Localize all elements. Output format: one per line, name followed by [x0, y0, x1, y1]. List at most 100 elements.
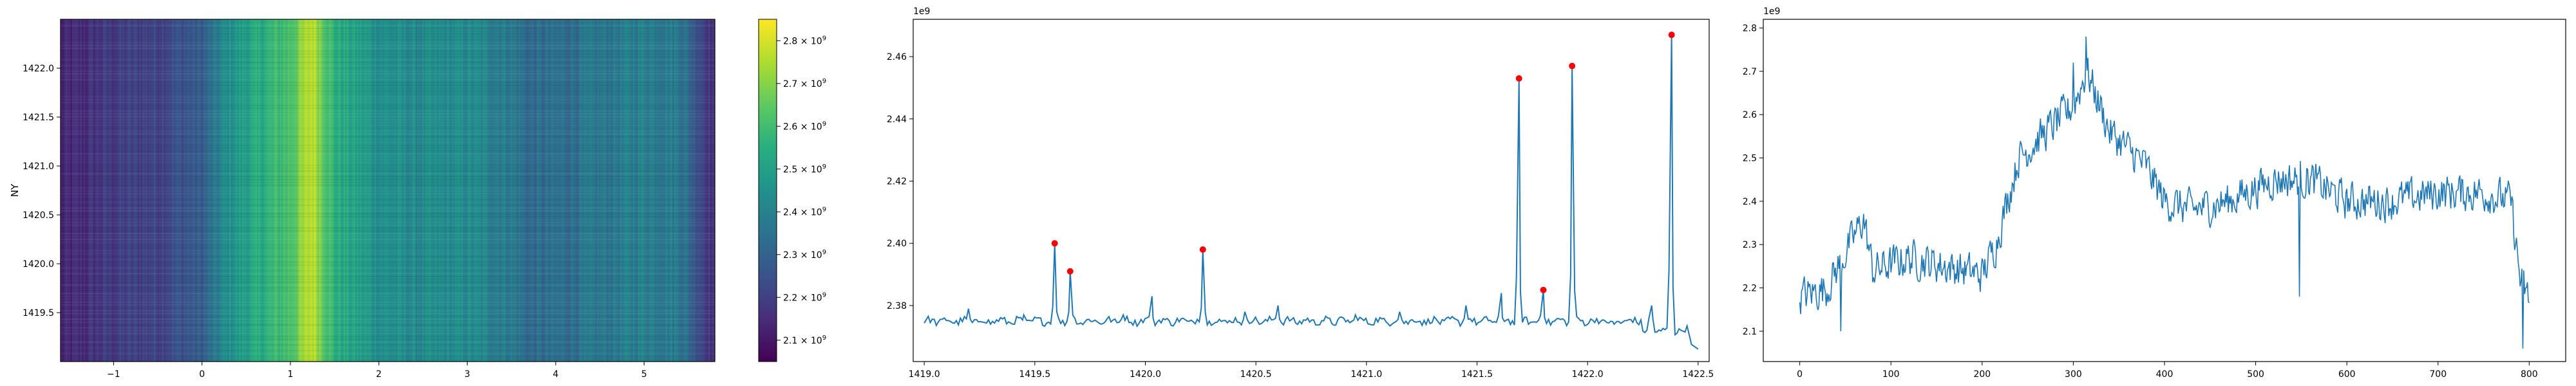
series-x-ticks: 0 100 200 300 400 500 600 700 800	[1797, 362, 2538, 380]
heatmap-column	[579, 19, 582, 362]
heatmap-column	[186, 19, 189, 362]
heatmap-column	[68, 19, 71, 362]
heatmap-column	[415, 19, 418, 362]
heatmap-column	[486, 19, 488, 362]
heatmap-column	[381, 19, 383, 362]
heatmap-column	[677, 19, 679, 362]
heatmap-column	[553, 19, 555, 362]
heatmap-column	[455, 19, 457, 362]
heatmap-column	[258, 19, 261, 362]
heatmap-row-stripe	[61, 110, 715, 112]
heatmap-column	[111, 19, 113, 362]
heatmap-row-stripe	[61, 358, 715, 360]
heatmap-row-stripe	[61, 199, 715, 200]
heatmap-row-stripe	[61, 336, 715, 337]
heatmap-column	[322, 19, 325, 362]
series-y-tick-label: 2.7	[1743, 67, 1757, 77]
heatmap-column	[628, 19, 630, 362]
heatmap-column	[402, 19, 404, 362]
heatmap-column	[392, 19, 395, 362]
heatmap-column	[150, 19, 153, 362]
heatmap-column	[407, 19, 410, 362]
heatmap-row-stripe	[61, 313, 715, 315]
series-y-tick-label: 2.8	[1743, 23, 1757, 33]
heatmap-row-stripes	[61, 22, 715, 360]
heatmap-column	[613, 19, 616, 362]
heatmap-column	[361, 19, 364, 362]
heatmap-row-stripe	[61, 230, 715, 232]
heatmap-row-stripe	[61, 73, 715, 75]
heatmap-column	[513, 19, 516, 362]
heatmap-column	[650, 19, 654, 362]
heatmap-column	[276, 19, 279, 362]
heatmap-row-stripe	[61, 281, 715, 283]
heatmap-column	[417, 19, 419, 362]
heatmap-row-stripe	[61, 196, 715, 198]
colorbar-tick-label: 2.6 × 109	[783, 120, 826, 132]
heatmap-column	[516, 19, 519, 362]
heatmap-column	[237, 19, 240, 362]
heatmap-column	[346, 19, 349, 362]
heatmap-column	[659, 19, 661, 362]
series-y-tick-label: 2.1	[1743, 327, 1757, 337]
heatmap-column	[510, 19, 513, 362]
heatmap-column	[582, 19, 585, 362]
heatmap-column	[350, 19, 352, 362]
heatmap-row-stripe	[61, 225, 715, 226]
heatmap-row-stripe	[61, 77, 715, 78]
heatmap-y-tick-label: 1421.5	[23, 113, 54, 123]
heatmap-column	[388, 19, 390, 362]
heatmap-row-stripe	[61, 170, 715, 172]
heatmap-x-tick-label: 5	[641, 369, 647, 380]
heatmap-column	[198, 19, 200, 362]
heatmap-column	[394, 19, 397, 362]
heatmap-column	[453, 19, 455, 362]
heatmap-column	[549, 19, 552, 362]
heatmap-column	[334, 19, 336, 362]
heatmap-column	[337, 19, 339, 362]
heatmap-column	[391, 19, 393, 362]
heatmap-column	[541, 19, 544, 362]
heatmap-column	[629, 19, 632, 362]
heatmap-column	[194, 19, 197, 362]
peaks-offset-label: 1e9	[913, 6, 930, 17]
heatmap-column	[328, 19, 331, 362]
heatmap-column	[625, 19, 627, 362]
heatmap-row-stripe	[61, 261, 715, 263]
heatmap-column	[213, 19, 215, 362]
heatmap-column	[713, 19, 715, 362]
heatmap-column	[71, 19, 74, 362]
peaks-x-tick-label: 1422.5	[1682, 369, 1714, 380]
heatmap-column	[592, 19, 594, 362]
heatmap-column	[522, 19, 524, 362]
heatmap-column	[368, 19, 370, 362]
heatmap-row-stripe	[61, 250, 715, 252]
heatmap-column	[544, 19, 547, 362]
heatmap-column	[309, 19, 312, 362]
heatmap-x-tick-label: 1	[288, 369, 294, 380]
heatmap-column	[665, 19, 668, 362]
heatmap-row-stripe	[61, 68, 715, 69]
heatmap-column	[680, 19, 683, 362]
series-y-tick-label: 2.5	[1743, 153, 1757, 163]
heatmap-column	[654, 19, 657, 362]
heatmap-column	[603, 19, 606, 362]
heatmap-column	[160, 19, 163, 362]
heatmap-column	[274, 19, 277, 362]
peak-marker	[1540, 286, 1547, 293]
heatmap-column	[314, 19, 316, 362]
heatmap-column	[698, 19, 701, 362]
heatmap-column	[425, 19, 428, 362]
heatmap-column	[247, 19, 249, 362]
peaks-y-ticks: 2.38 2.40 2.42 2.44 2.46	[887, 52, 913, 311]
heatmap-column	[708, 19, 710, 362]
heatmap-column	[469, 19, 472, 362]
heatmap-column	[620, 19, 622, 362]
colorbar-tick-label: 2.4 × 109	[783, 206, 826, 217]
heatmap-column	[310, 19, 313, 362]
heatmap-column	[330, 19, 333, 362]
heatmap-row-stripe	[61, 107, 715, 109]
heatmap-column	[379, 19, 382, 362]
peak-marker	[1199, 246, 1206, 253]
heatmap-column	[352, 19, 354, 362]
